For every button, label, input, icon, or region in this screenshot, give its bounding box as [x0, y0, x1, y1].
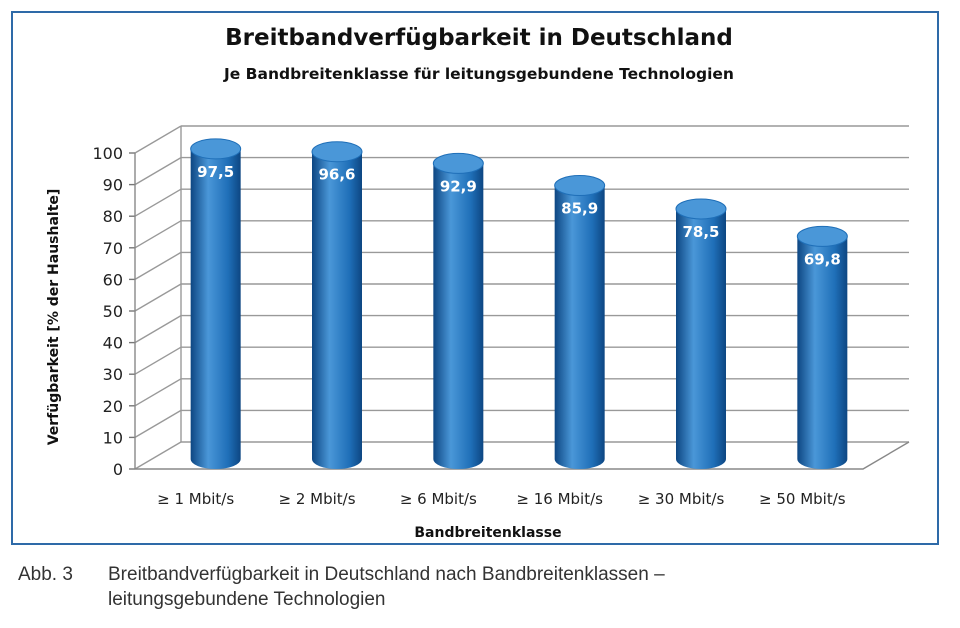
data-label: 85,9 [561, 200, 598, 218]
grid-diagonal [134, 125, 182, 154]
grid-diagonal [134, 188, 182, 217]
bar-top [311, 141, 363, 163]
axis-layer: 0 10 20 30 40 50 60 70 80 90 100 ≥ 1 Mbit/s ≥ 2 Mbit… [92, 144, 910, 508]
data-label: 96,6 [318, 166, 355, 184]
grid-diagonal [134, 283, 182, 312]
y-tick-label: 50 [103, 302, 123, 321]
y-tick-label: 10 [103, 428, 123, 447]
grid-diagonal [134, 251, 182, 281]
bar-chart: Breitbandverfügbarkeit in Deutschland Je… [46, 25, 910, 541]
chart-title: Breitbandverfügbarkeit in Deutschland [225, 25, 733, 51]
bar-2: 96,6 [311, 141, 363, 469]
chart-frame: Breitbandverfügbarkeit in Deutschland Je… [11, 11, 939, 545]
bar-3: 92,9 [432, 152, 484, 470]
x-tick-label: ≥ 1 Mbit/s [157, 490, 234, 508]
bar-top [796, 225, 848, 247]
y-tick-label: 90 [103, 176, 123, 195]
bar-body [797, 236, 848, 470]
x-tick-label: ≥ 30 Mbit/s [638, 490, 725, 508]
bar-body [676, 208, 726, 469]
y-tick-label: 80 [103, 207, 123, 226]
bar-body [554, 185, 605, 469]
y-tick-label: 30 [103, 365, 123, 384]
chart-subtitle: Je Bandbreitenklasse für leitungsgebunde… [223, 65, 734, 83]
y-tick-label: 70 [103, 239, 123, 258]
grid-diagonal [134, 409, 182, 439]
y-tick-label: 40 [103, 334, 123, 353]
caption-number: Abb. 3 [18, 564, 73, 585]
caption-text: Breitbandverfügbarkeit in Deutschland na… [108, 564, 665, 610]
grid-diagonal [134, 220, 182, 249]
y-tick-label: 100 [92, 144, 123, 163]
bar-top [675, 198, 727, 220]
grid-diagonal [134, 156, 182, 186]
bar-top [190, 138, 242, 160]
grid-diagonal [134, 441, 182, 470]
x-tick-label: ≥ 6 Mbit/s [400, 490, 477, 508]
y-tick-label: 60 [103, 270, 123, 289]
bar-top [554, 175, 606, 197]
x-axis-label: Bandbreitenklasse [414, 525, 561, 541]
bar-top [432, 152, 484, 174]
bar-6: 69,8 [796, 225, 848, 470]
grid-layer [134, 125, 909, 470]
bar-body [433, 163, 484, 470]
bar-body [312, 151, 362, 469]
bar-4: 85,9 [554, 175, 606, 469]
y-axis-label: Verfügbarkeit [% der Haushalte] [46, 189, 62, 446]
x-tick-label: ≥ 50 Mbit/s [759, 490, 846, 508]
data-label: 97,5 [197, 163, 234, 181]
x-tick-label: ≥ 16 Mbit/s [516, 490, 603, 508]
bars-layer: 97,5 96,6 92,9 85,9 78,5 69,8 [190, 138, 848, 470]
data-label: 92,9 [440, 177, 477, 195]
y-tick-label: 20 [103, 397, 123, 416]
bar-body [190, 148, 241, 470]
bar-1: 97,5 [190, 138, 242, 470]
grid-diagonal [134, 378, 182, 407]
grid-diagonal [134, 346, 182, 375]
data-label: 78,5 [682, 223, 719, 241]
floor-edge [135, 441, 910, 470]
x-tick-label: ≥ 2 Mbit/s [278, 490, 355, 508]
y-tick-label: 0 [113, 460, 123, 479]
bar-5: 78,5 [675, 198, 727, 469]
grid-diagonal [134, 314, 182, 344]
data-label: 69,8 [804, 250, 841, 268]
